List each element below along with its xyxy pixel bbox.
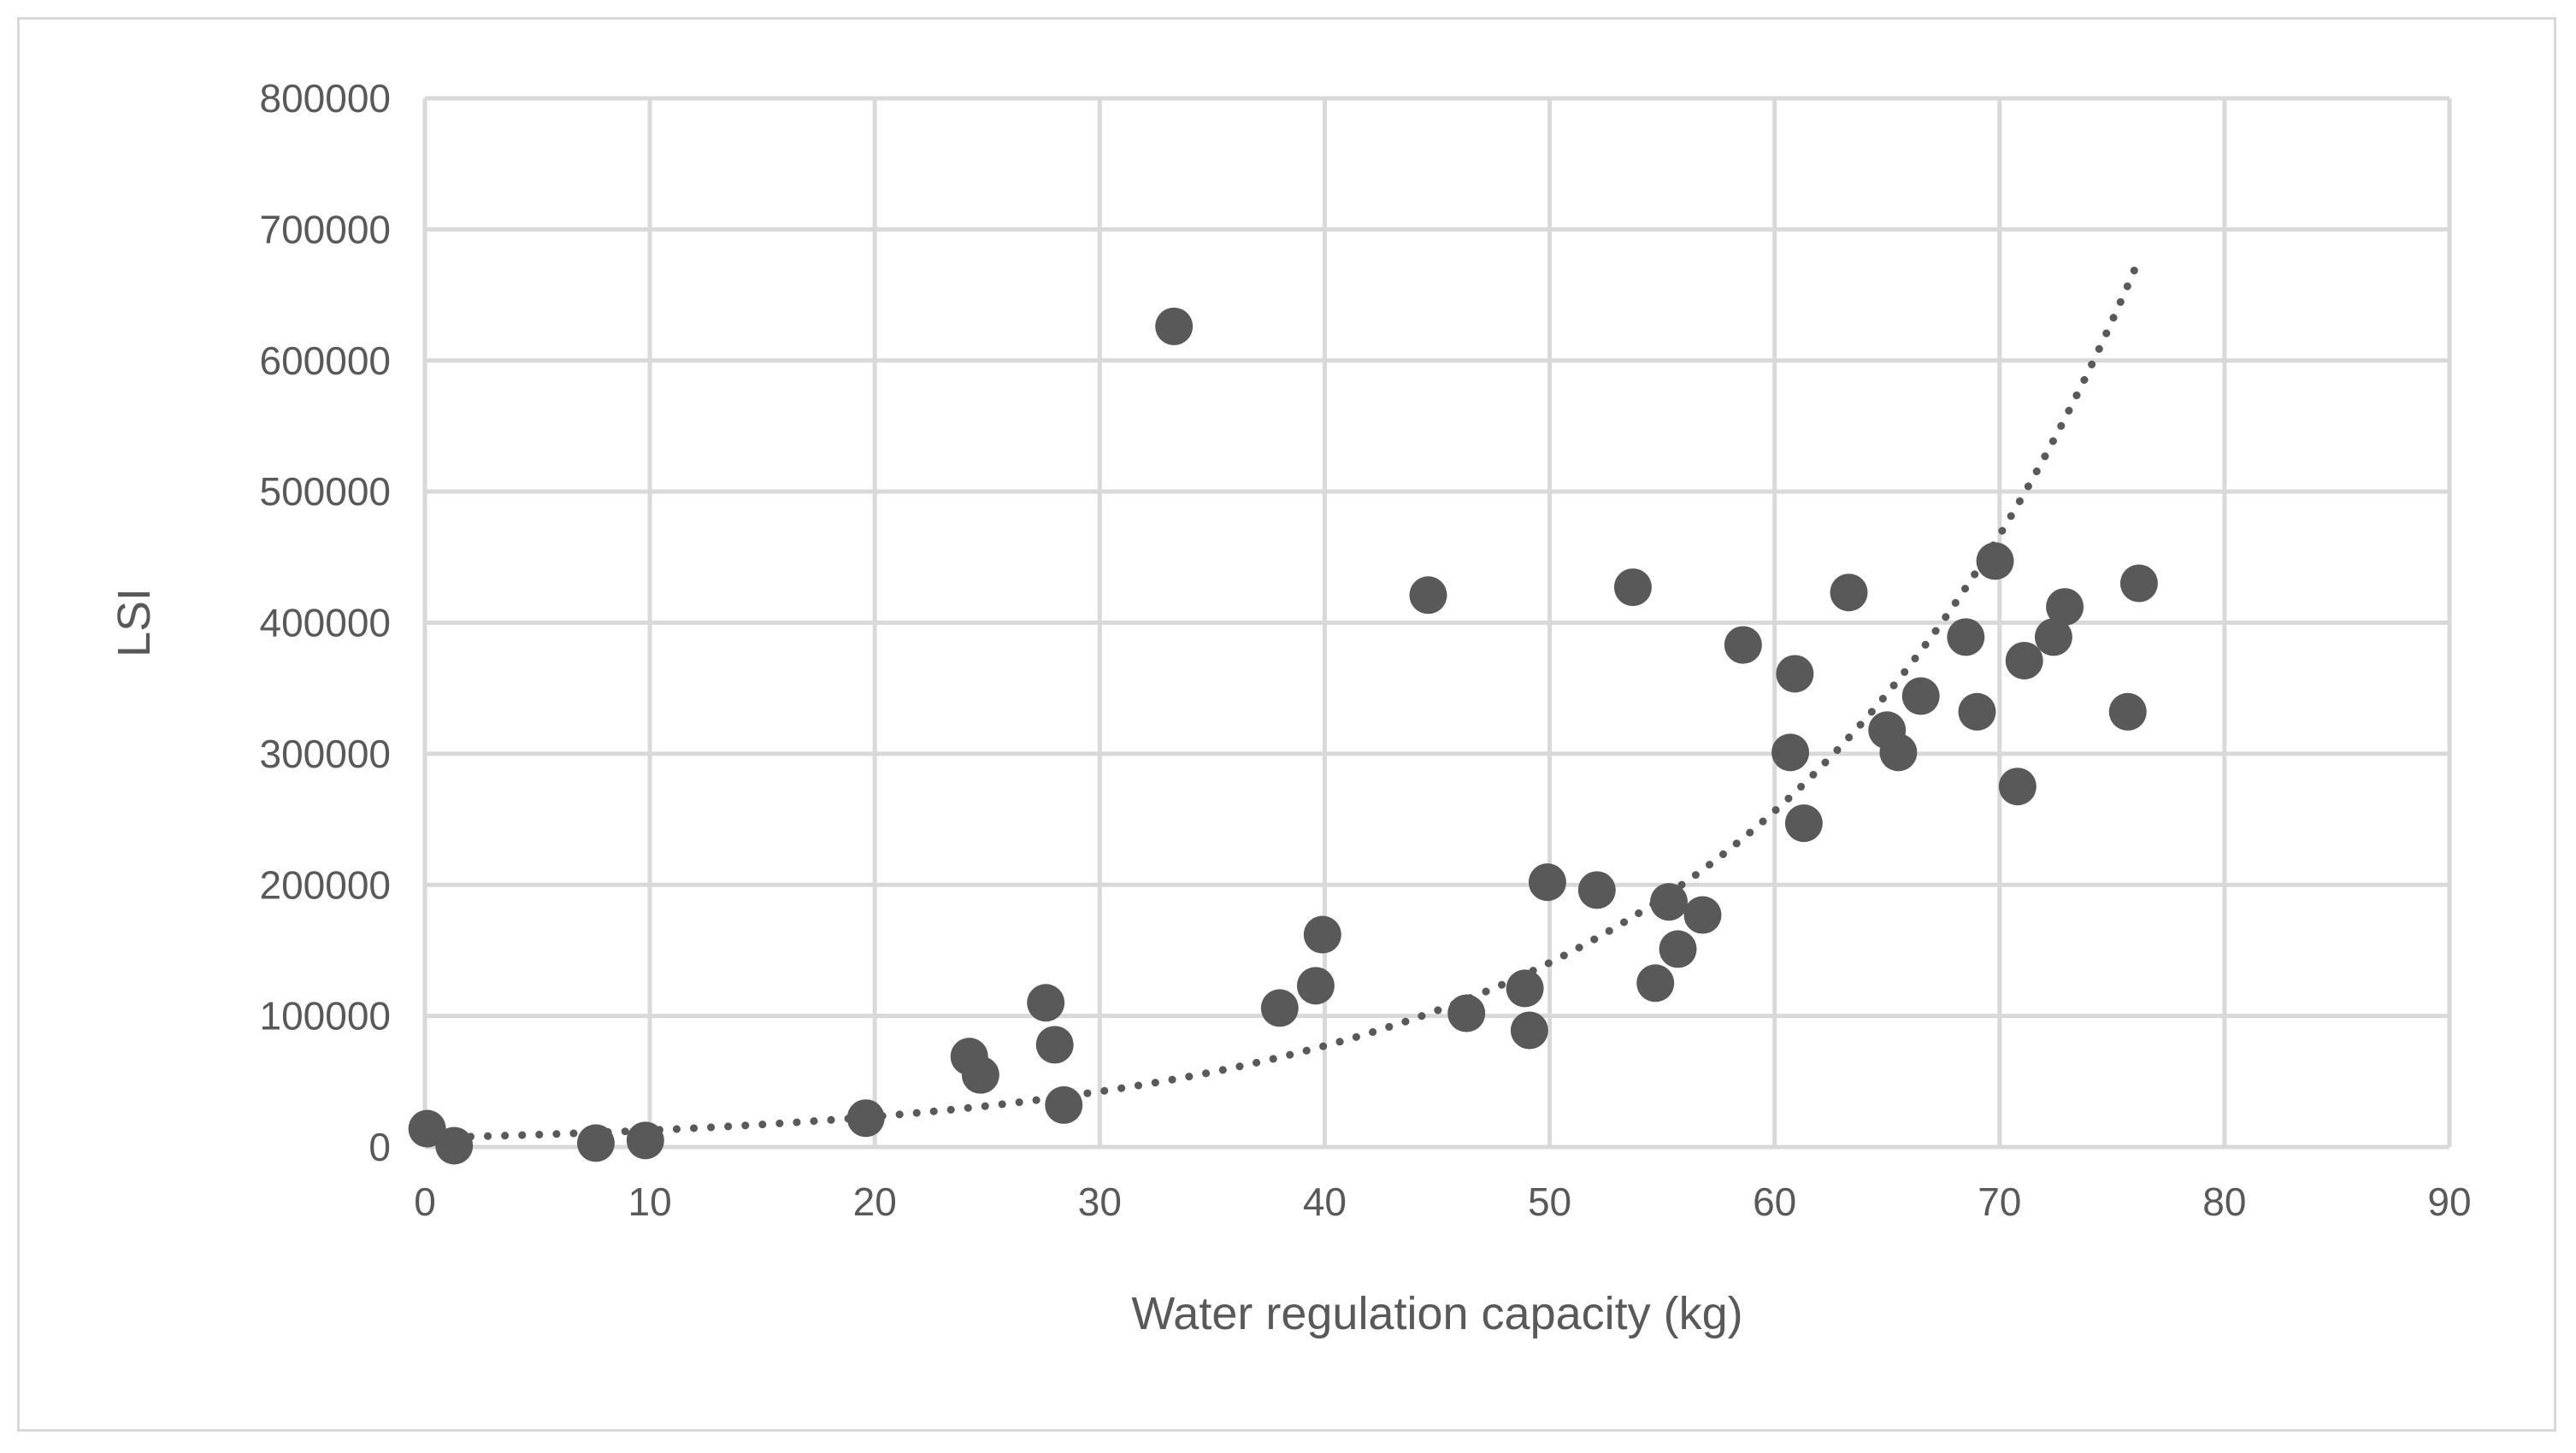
data-point (1035, 1026, 1074, 1064)
y-tick-label: 400000 (260, 601, 392, 645)
data-points (408, 307, 2158, 1165)
x-tick-label: 30 (1078, 1179, 1122, 1224)
data-point (1879, 733, 1918, 772)
x-axis-ticks: 0 10 20 30 40 50 60 70 80 90 (414, 1179, 2471, 1224)
x-tick-label: 0 (414, 1179, 436, 1224)
data-point (846, 1099, 885, 1138)
data-point (435, 1127, 474, 1165)
data-point (1659, 930, 1697, 968)
x-axis-title: Water regulation capacity (kg) (1131, 1288, 1742, 1339)
data-point (2108, 692, 2147, 731)
trendline-layer (432, 255, 2143, 1142)
data-point (2119, 564, 2158, 603)
x-tick-label: 10 (628, 1179, 672, 1224)
data-point (1830, 574, 1868, 612)
x-tick-label: 70 (1978, 1179, 2021, 1224)
data-point (2034, 618, 2072, 656)
data-point (1155, 307, 1194, 345)
data-point (1724, 626, 1762, 664)
data-point (1771, 733, 1810, 772)
y-axis-ticks: 0 100000 200000 300000 400000 500000 600000 700… (260, 76, 392, 1169)
y-tick-label: 300000 (260, 732, 392, 776)
y-tick-label: 600000 (260, 338, 392, 383)
data-point (1296, 967, 1335, 1005)
data-point (1958, 692, 1996, 731)
x-tick-label: 50 (1528, 1179, 1571, 1224)
data-point (1447, 994, 1486, 1032)
data-point (1260, 989, 1299, 1027)
y-tick-label: 200000 (260, 862, 392, 907)
x-tick-label: 40 (1303, 1179, 1347, 1224)
data-point (626, 1121, 664, 1160)
data-point (1784, 804, 1823, 843)
gridlines (422, 96, 2452, 1150)
data-point (1636, 964, 1675, 1003)
y-axis-title: LSI (109, 588, 160, 657)
y-tick-label: 0 (368, 1125, 391, 1169)
data-point (1528, 863, 1566, 902)
data-point (1776, 655, 1814, 693)
exponential-trendline (432, 255, 2143, 1142)
data-point (1303, 915, 1341, 954)
data-point (1650, 883, 1689, 921)
data-point (1409, 576, 1447, 615)
data-point (961, 1056, 999, 1094)
data-point (1027, 984, 1065, 1022)
y-tick-label: 500000 (260, 469, 392, 514)
y-tick-label: 700000 (260, 207, 392, 251)
y-tick-label: 100000 (260, 994, 392, 1038)
data-point (1947, 618, 1985, 656)
data-point (1613, 568, 1652, 607)
data-point (576, 1124, 615, 1162)
x-tick-label: 60 (1753, 1179, 1796, 1224)
data-point (1683, 896, 1722, 934)
data-point (1577, 871, 1616, 909)
data-point (1976, 542, 2014, 580)
data-point (1506, 969, 1544, 1008)
x-tick-label: 20 (853, 1179, 897, 1224)
data-point (1045, 1085, 1083, 1124)
data-point (1510, 1011, 1548, 1050)
data-point (2005, 641, 2043, 679)
y-tick-label: 800000 (260, 76, 392, 121)
x-tick-label: 80 (2202, 1179, 2246, 1224)
data-point (1998, 768, 2037, 806)
data-point (1901, 677, 1940, 715)
data-point (2046, 588, 2084, 626)
data-point (408, 1109, 446, 1148)
x-tick-label: 90 (2427, 1179, 2471, 1224)
